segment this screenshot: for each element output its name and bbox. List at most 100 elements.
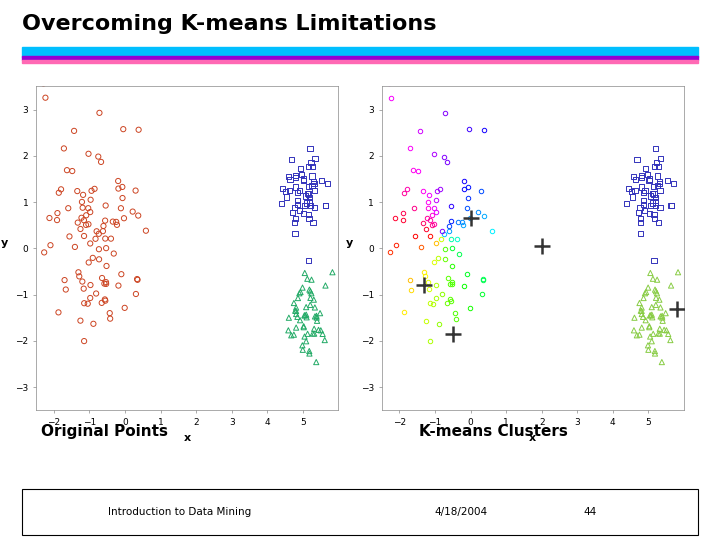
Point: [307, 329, 319, 338]
Point: [282, 172, 294, 181]
Point: [101, 262, 112, 271]
Point: [290, 323, 302, 332]
Point: [299, 332, 310, 341]
Point: [87, 254, 99, 262]
Point: [290, 183, 302, 191]
Point: [303, 214, 315, 223]
Point: [661, 326, 672, 335]
Point: [644, 209, 655, 218]
Point: [75, 316, 86, 325]
Point: [684, 194, 696, 202]
Point: [623, 184, 634, 193]
Point: [76, 277, 88, 286]
Point: [320, 281, 331, 290]
Point: [130, 289, 142, 298]
Point: [649, 162, 660, 171]
Point: [76, 198, 88, 206]
Point: [284, 176, 296, 184]
Point: [662, 329, 674, 338]
Point: [654, 186, 666, 195]
Point: [60, 285, 71, 294]
Point: [93, 152, 104, 161]
Point: [86, 186, 97, 195]
Point: [287, 208, 299, 217]
Point: [647, 274, 659, 283]
Point: [647, 189, 659, 198]
Point: [640, 288, 652, 296]
Point: [85, 195, 96, 204]
Point: [652, 162, 664, 171]
Point: [305, 287, 316, 295]
Point: [99, 217, 111, 225]
Point: [657, 313, 668, 322]
Point: [298, 209, 310, 218]
Point: [650, 144, 662, 153]
Point: [294, 288, 306, 296]
Point: [665, 281, 677, 290]
Point: [289, 214, 301, 223]
Point: [289, 306, 301, 315]
Point: [96, 274, 108, 282]
Point: [304, 198, 315, 206]
Point: [277, 184, 289, 193]
Point: [298, 175, 310, 184]
Point: [652, 181, 663, 190]
Point: [133, 125, 145, 134]
Point: [644, 323, 655, 332]
Text: K-means Clusters: K-means Clusters: [419, 424, 567, 439]
Point: [665, 201, 677, 210]
Point: [306, 172, 318, 180]
Point: [308, 295, 320, 304]
Point: [308, 179, 320, 188]
Point: [634, 299, 645, 307]
Point: [132, 211, 144, 220]
Point: [61, 166, 73, 174]
Point: [99, 296, 111, 305]
Point: [654, 295, 665, 304]
Point: [306, 275, 318, 284]
Point: [310, 357, 322, 366]
Point: [305, 159, 317, 167]
Point: [640, 316, 652, 325]
Point: [83, 258, 94, 267]
Point: [297, 346, 309, 354]
Point: [95, 158, 107, 166]
Point: [652, 172, 663, 180]
Point: [304, 349, 315, 358]
Text: Overcoming K-means Limitations: Overcoming K-means Limitations: [22, 14, 436, 33]
Point: [309, 154, 320, 163]
Point: [667, 179, 679, 187]
Point: [304, 347, 315, 355]
Point: [290, 173, 302, 181]
Point: [628, 172, 639, 181]
Point: [301, 313, 312, 322]
Point: [649, 347, 661, 355]
Point: [327, 268, 338, 276]
Point: [117, 194, 128, 202]
Point: [84, 208, 96, 217]
Point: [650, 287, 662, 295]
Point: [311, 313, 323, 322]
Point: [52, 209, 63, 218]
Point: [651, 289, 662, 298]
Point: [297, 341, 308, 349]
Point: [638, 197, 649, 205]
Point: [649, 349, 661, 358]
Point: [290, 307, 302, 315]
Point: [119, 303, 130, 312]
Point: [645, 192, 657, 200]
Point: [84, 294, 96, 302]
Point: [636, 303, 647, 312]
Point: [644, 269, 656, 278]
X-axis label: x: x: [529, 433, 536, 443]
Point: [302, 256, 314, 265]
Point: [111, 220, 122, 229]
Point: [100, 244, 112, 253]
Point: [315, 326, 327, 335]
Point: [99, 295, 111, 303]
Point: [298, 322, 310, 330]
Point: [634, 330, 645, 339]
Point: [88, 320, 99, 328]
Point: [644, 175, 655, 184]
Point: [298, 323, 310, 332]
